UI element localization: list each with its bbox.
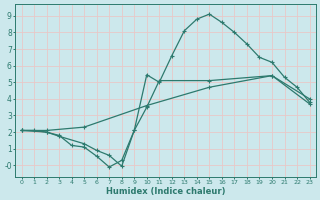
X-axis label: Humidex (Indice chaleur): Humidex (Indice chaleur): [106, 187, 225, 196]
